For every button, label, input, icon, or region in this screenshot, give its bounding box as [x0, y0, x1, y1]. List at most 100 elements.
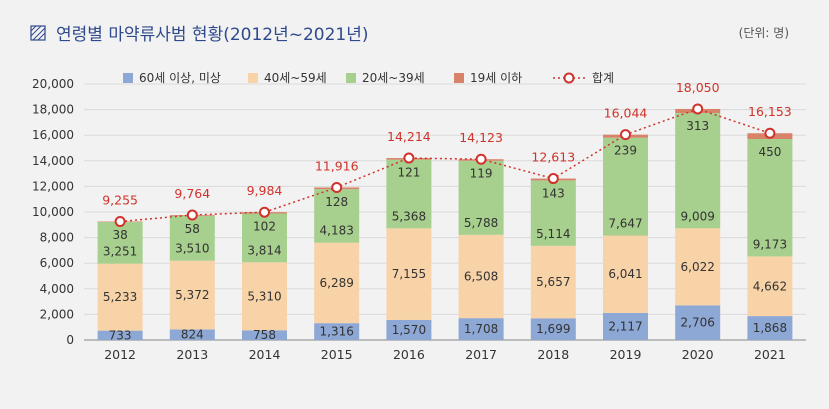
label-19-under: 450: [758, 145, 781, 159]
bar-segment: [675, 228, 721, 306]
label-40-59: 6,022: [681, 260, 715, 274]
label-40-59: 7,155: [392, 267, 426, 281]
label-20-39: 9,009: [681, 209, 715, 223]
y-tick-label: 0: [66, 333, 74, 347]
bar-segment: [747, 316, 793, 340]
bar-segment: [242, 330, 287, 340]
bar-segment: [386, 319, 432, 340]
total-label: 14,123: [459, 130, 503, 145]
bar-segment: [458, 318, 504, 340]
total-point: [547, 173, 559, 185]
label-19-under: 313: [686, 119, 709, 133]
total-label: 9,764: [174, 186, 210, 201]
bar-segment: [97, 222, 143, 264]
bar-segment: [675, 112, 721, 229]
bar-segment: [386, 159, 432, 229]
total-point: [259, 206, 270, 218]
total-line: [120, 108, 771, 223]
legend-label: 19세 이하: [470, 71, 522, 85]
y-tick-label: 2,000: [40, 307, 74, 321]
x-tick-label: 2019: [610, 347, 642, 362]
label-60-plus: 1,570: [392, 323, 426, 337]
label-40-59: 6,041: [608, 267, 642, 281]
x-tick-label: 2016: [393, 347, 425, 362]
label-19-under: 119: [470, 167, 493, 181]
bar-segment: [314, 189, 360, 243]
bar-segment: [314, 323, 360, 340]
label-60-plus: 824: [181, 328, 204, 342]
y-tick-label: 20,000: [32, 77, 74, 91]
y-tick-label: 18,000: [32, 103, 74, 117]
label-20-39: 3,510: [175, 242, 209, 256]
bar-segment: [603, 235, 648, 313]
label-20-39: 3,814: [247, 243, 281, 257]
total-label: 18,050: [676, 80, 720, 95]
y-tick-label: 12,000: [32, 179, 74, 193]
y-tick-label: 8,000: [40, 231, 74, 245]
total-point: [114, 216, 126, 228]
label-20-39: 5,368: [392, 209, 426, 223]
bar-segment: [747, 139, 793, 257]
bar-segment: [530, 180, 576, 246]
total-label: 14,214: [387, 129, 431, 144]
y-tick-label: 10,000: [32, 205, 74, 219]
label-60-plus: 1,868: [753, 321, 787, 335]
bar-segment: [458, 160, 504, 235]
x-tick-label: 2015: [321, 347, 353, 362]
y-tick-label: 16,000: [32, 128, 74, 142]
total-label: 12,613: [531, 150, 575, 165]
total-point: [764, 127, 776, 139]
label-40-59: 6,289: [320, 276, 354, 290]
legend-label: 40세~59세: [264, 71, 327, 85]
legend-swatch: [346, 73, 356, 83]
label-20-39: 5,114: [536, 227, 570, 241]
bar-segment: [314, 242, 360, 324]
chart-title: 연령별 마약류사범 현황(2012년~2021년): [56, 25, 369, 45]
y-tick-label: 6,000: [40, 256, 74, 270]
title-row: 연령별 마약류사범 현황(2012년~2021년): [30, 20, 369, 45]
x-tick-label: 2020: [682, 347, 714, 362]
total-point: [692, 103, 704, 115]
label-40-59: 5,310: [247, 289, 281, 303]
bar-segment: [747, 256, 793, 317]
total-point: [186, 209, 198, 221]
total-label: 11,916: [315, 158, 359, 173]
legend-total-marker: [563, 72, 575, 84]
y-tick-label: 4,000: [40, 282, 74, 296]
total-point: [331, 181, 343, 193]
label-20-39: 5,788: [464, 216, 498, 230]
legend-label: 20세~39세: [362, 71, 425, 85]
bar-segment: [530, 318, 576, 340]
label-40-59: 4,662: [753, 279, 787, 293]
bar-segment: [169, 260, 215, 330]
label-60-plus: 1,316: [320, 325, 354, 339]
total-label: 16,153: [748, 104, 792, 119]
label-19-under: 143: [542, 186, 565, 200]
label-19-under: 128: [325, 195, 348, 209]
unit-label: (단위: 명): [738, 26, 789, 40]
total-point: [475, 153, 487, 165]
x-tick-label: 2012: [104, 347, 136, 362]
label-60-plus: 2,706: [681, 316, 715, 330]
label-19-under: 239: [614, 144, 637, 158]
label-20-39: 7,647: [608, 217, 642, 231]
label-60-plus: 1,699: [536, 322, 570, 336]
label-60-plus: 1,708: [464, 322, 498, 336]
bar-segment: [458, 234, 504, 319]
legend-label: 60세 이상, 미상: [139, 71, 221, 85]
bar-segment: [603, 312, 648, 340]
bar-segment: [97, 263, 143, 331]
total-point: [620, 129, 631, 141]
bar-segment: [97, 330, 143, 340]
bar-segment: [242, 262, 287, 331]
legend-label: 합계: [592, 71, 614, 85]
x-tick-label: 2013: [176, 347, 208, 362]
hatched-square-icon: [30, 24, 46, 41]
total-point: [403, 152, 415, 164]
label-19-under: 102: [253, 220, 276, 234]
bar-segment: [530, 245, 576, 319]
label-19-under: 58: [185, 222, 200, 236]
bar-segment: [169, 329, 215, 340]
